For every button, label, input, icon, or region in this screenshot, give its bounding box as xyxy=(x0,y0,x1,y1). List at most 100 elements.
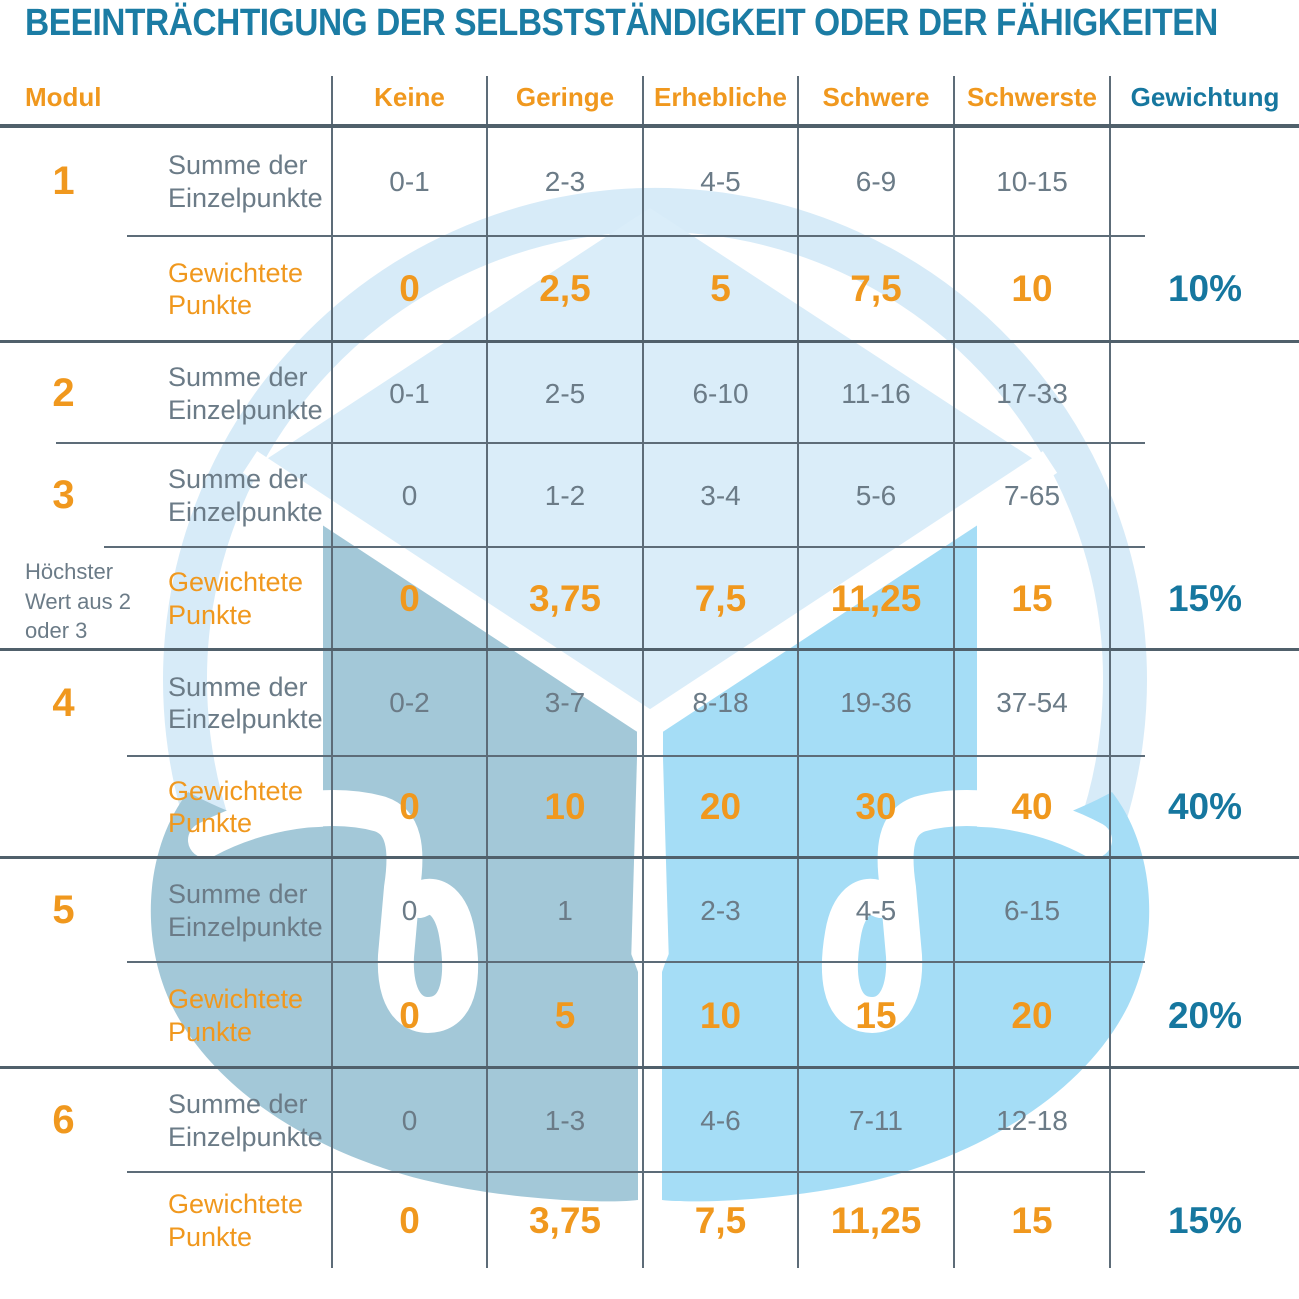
module-6-number: 6 xyxy=(52,1098,75,1142)
grid-hline-partial xyxy=(127,961,1145,963)
module-1-sum-keine: 0-1 xyxy=(389,165,430,197)
module-6-weighted-keine: 0 xyxy=(399,1199,420,1241)
module-4-weighted-geringe: 10 xyxy=(544,786,586,827)
module-6-sum-schwerste: 12-18 xyxy=(996,1104,1068,1136)
module-6-weighted-geringe: 3,75 xyxy=(528,1199,601,1241)
column-header-erhebliche: Erhebliche xyxy=(654,81,787,112)
grid-hline-header xyxy=(0,124,1299,128)
watermark-left-fingers xyxy=(188,790,479,1033)
module-1-weighted-keine: 0 xyxy=(399,268,420,309)
watermark-gap-left xyxy=(242,451,663,739)
module-1-number: 1 xyxy=(52,159,75,203)
module-5-weighted-keine: 0 xyxy=(399,994,420,1036)
module-3-sum-label: Summe der Einzelpunkte xyxy=(168,464,323,527)
module-1-weight-percent: 10% xyxy=(1167,268,1243,309)
module-6-sum-label: Summe der Einzelpunkte xyxy=(168,1089,323,1152)
grid-hline-partial xyxy=(127,755,1145,757)
module-2-3-weighted-schwere: 11,25 xyxy=(830,577,922,619)
module-4-sum-schwere: 19-36 xyxy=(840,687,912,718)
column-header-schwerste: Schwerste xyxy=(966,81,1098,112)
module-2-number: 2 xyxy=(52,371,75,415)
module-5-weighted-geringe: 5 xyxy=(554,994,576,1036)
grid-hline xyxy=(0,856,1299,859)
page-title: BEEINTRÄCHTIGUNG DER SELBSTSTÄNDIGKEIT O… xyxy=(25,2,1218,44)
module-1-weighted-geringe: 2,5 xyxy=(539,268,591,309)
module-3-sum-erhebliche: 3-4 xyxy=(700,479,741,511)
module-2-sum-label: Summe der Einzelpunkte xyxy=(168,362,323,425)
grid-hline-partial xyxy=(127,1171,1145,1173)
module-2-3-weighted-label: Gewichtete Punkte xyxy=(168,567,304,630)
module-1-sum-geringe: 2-3 xyxy=(544,165,586,197)
module-2-3-weight-percent: 15% xyxy=(1167,577,1243,619)
module-5-weighted-erhebliche: 10 xyxy=(699,994,742,1036)
module-1-weighted-label: Gewichtete Punkte xyxy=(168,257,304,320)
module-1-sum-label: Summe der Einzelpunkte xyxy=(168,150,323,213)
module-4-number: 4 xyxy=(52,680,75,725)
module-6-weighted-schwere: 11,25 xyxy=(830,1199,922,1241)
module-2-3-weighted-schwerste: 15 xyxy=(1011,577,1053,619)
module-5-weight-percent: 20% xyxy=(1167,994,1243,1036)
watermark-ring xyxy=(163,187,1147,1062)
module-2-sum-erhebliche: 6-10 xyxy=(692,377,749,409)
grid-hline-partial xyxy=(127,235,1145,237)
module-3-sum-geringe: 1-2 xyxy=(544,479,586,511)
module-4-weighted-schwerste: 40 xyxy=(1011,786,1053,827)
grid-vline xyxy=(953,76,955,1268)
module-6-weighted-schwerste: 15 xyxy=(1011,1199,1053,1241)
module-4-weighted-keine: 0 xyxy=(399,786,420,827)
module-4-weighted-erhebliche: 20 xyxy=(699,786,742,827)
module-1-weighted-schwerste: 10 xyxy=(1011,268,1053,309)
module-5-sum-erhebliche: 2-3 xyxy=(700,894,741,926)
module-4-weight-percent: 40% xyxy=(1167,786,1243,827)
grid-vline xyxy=(797,76,799,1268)
module-3-sum-schwere: 5-6 xyxy=(855,479,897,511)
module-5-sum-label: Summe der Einzelpunkte xyxy=(168,879,323,942)
module-2-3-weighted-geringe: 3,75 xyxy=(528,577,601,619)
module-4-sum-erhebliche: 8-18 xyxy=(692,687,749,718)
column-header-modul: Modul xyxy=(25,81,102,112)
column-header-schwere: Schwere xyxy=(822,81,930,112)
grid-hline-partial xyxy=(56,442,1145,444)
module-2-3-weighted-erhebliche: 7,5 xyxy=(694,577,747,619)
module-6-sum-keine: 0 xyxy=(401,1104,418,1136)
module-4-sum-schwerste: 37-54 xyxy=(996,687,1068,718)
module-2-sum-schwerste: 17-33 xyxy=(996,377,1068,409)
column-header-gewichtung: Gewichtung xyxy=(1130,81,1280,112)
module-5-weighted-label: Gewichtete Punkte xyxy=(168,984,304,1047)
grid-vline xyxy=(486,76,488,1268)
grid-vline xyxy=(1109,76,1111,1268)
module-1-weighted-erhebliche: 5 xyxy=(710,268,731,309)
column-header-geringe: Geringe xyxy=(515,81,615,112)
module-6-weight-percent: 15% xyxy=(1167,1199,1243,1241)
module-5-weighted-schwerste: 20 xyxy=(1011,994,1053,1036)
module-2-sum-keine: 0-1 xyxy=(389,377,430,409)
watermark-gap-right xyxy=(637,451,1058,739)
grid-hline xyxy=(0,1066,1299,1069)
module-2-sum-geringe: 2-5 xyxy=(544,377,586,409)
module-6-sum-geringe: 1-3 xyxy=(544,1104,586,1136)
module-5-sum-schwerste: 6-15 xyxy=(1003,894,1061,926)
grid-hline xyxy=(0,648,1299,651)
module-5-sum-schwere: 4-5 xyxy=(855,894,897,926)
grid-vline xyxy=(331,76,333,1268)
module-2-3-weighted-keine: 0 xyxy=(399,577,420,619)
module-4-weighted-label: Gewichtete Punkte xyxy=(168,775,304,838)
module-5-sum-keine: 0 xyxy=(401,894,418,926)
module-4-weighted-schwere: 30 xyxy=(855,786,897,827)
column-header-keine: Keine xyxy=(374,81,445,112)
module-1-weighted-schwere: 7,5 xyxy=(850,268,902,309)
grid-hline xyxy=(0,340,1299,343)
module-6-sum-schwere: 7-11 xyxy=(849,1104,903,1136)
module-3-sum-keine: 0 xyxy=(401,479,418,511)
module-3-number: 3 xyxy=(52,473,75,517)
module-1-sum-erhebliche: 4-5 xyxy=(700,165,741,197)
module-1-sum-schwerste: 10-15 xyxy=(996,165,1068,197)
module-5-weighted-schwere: 15 xyxy=(855,994,897,1036)
grid-vline xyxy=(642,76,644,1268)
module-6-sum-erhebliche: 4-6 xyxy=(700,1104,741,1136)
module-5-number: 5 xyxy=(52,888,75,932)
module-5-sum-geringe: 1 xyxy=(557,894,573,926)
watermark-right-fingers xyxy=(821,790,1112,1033)
